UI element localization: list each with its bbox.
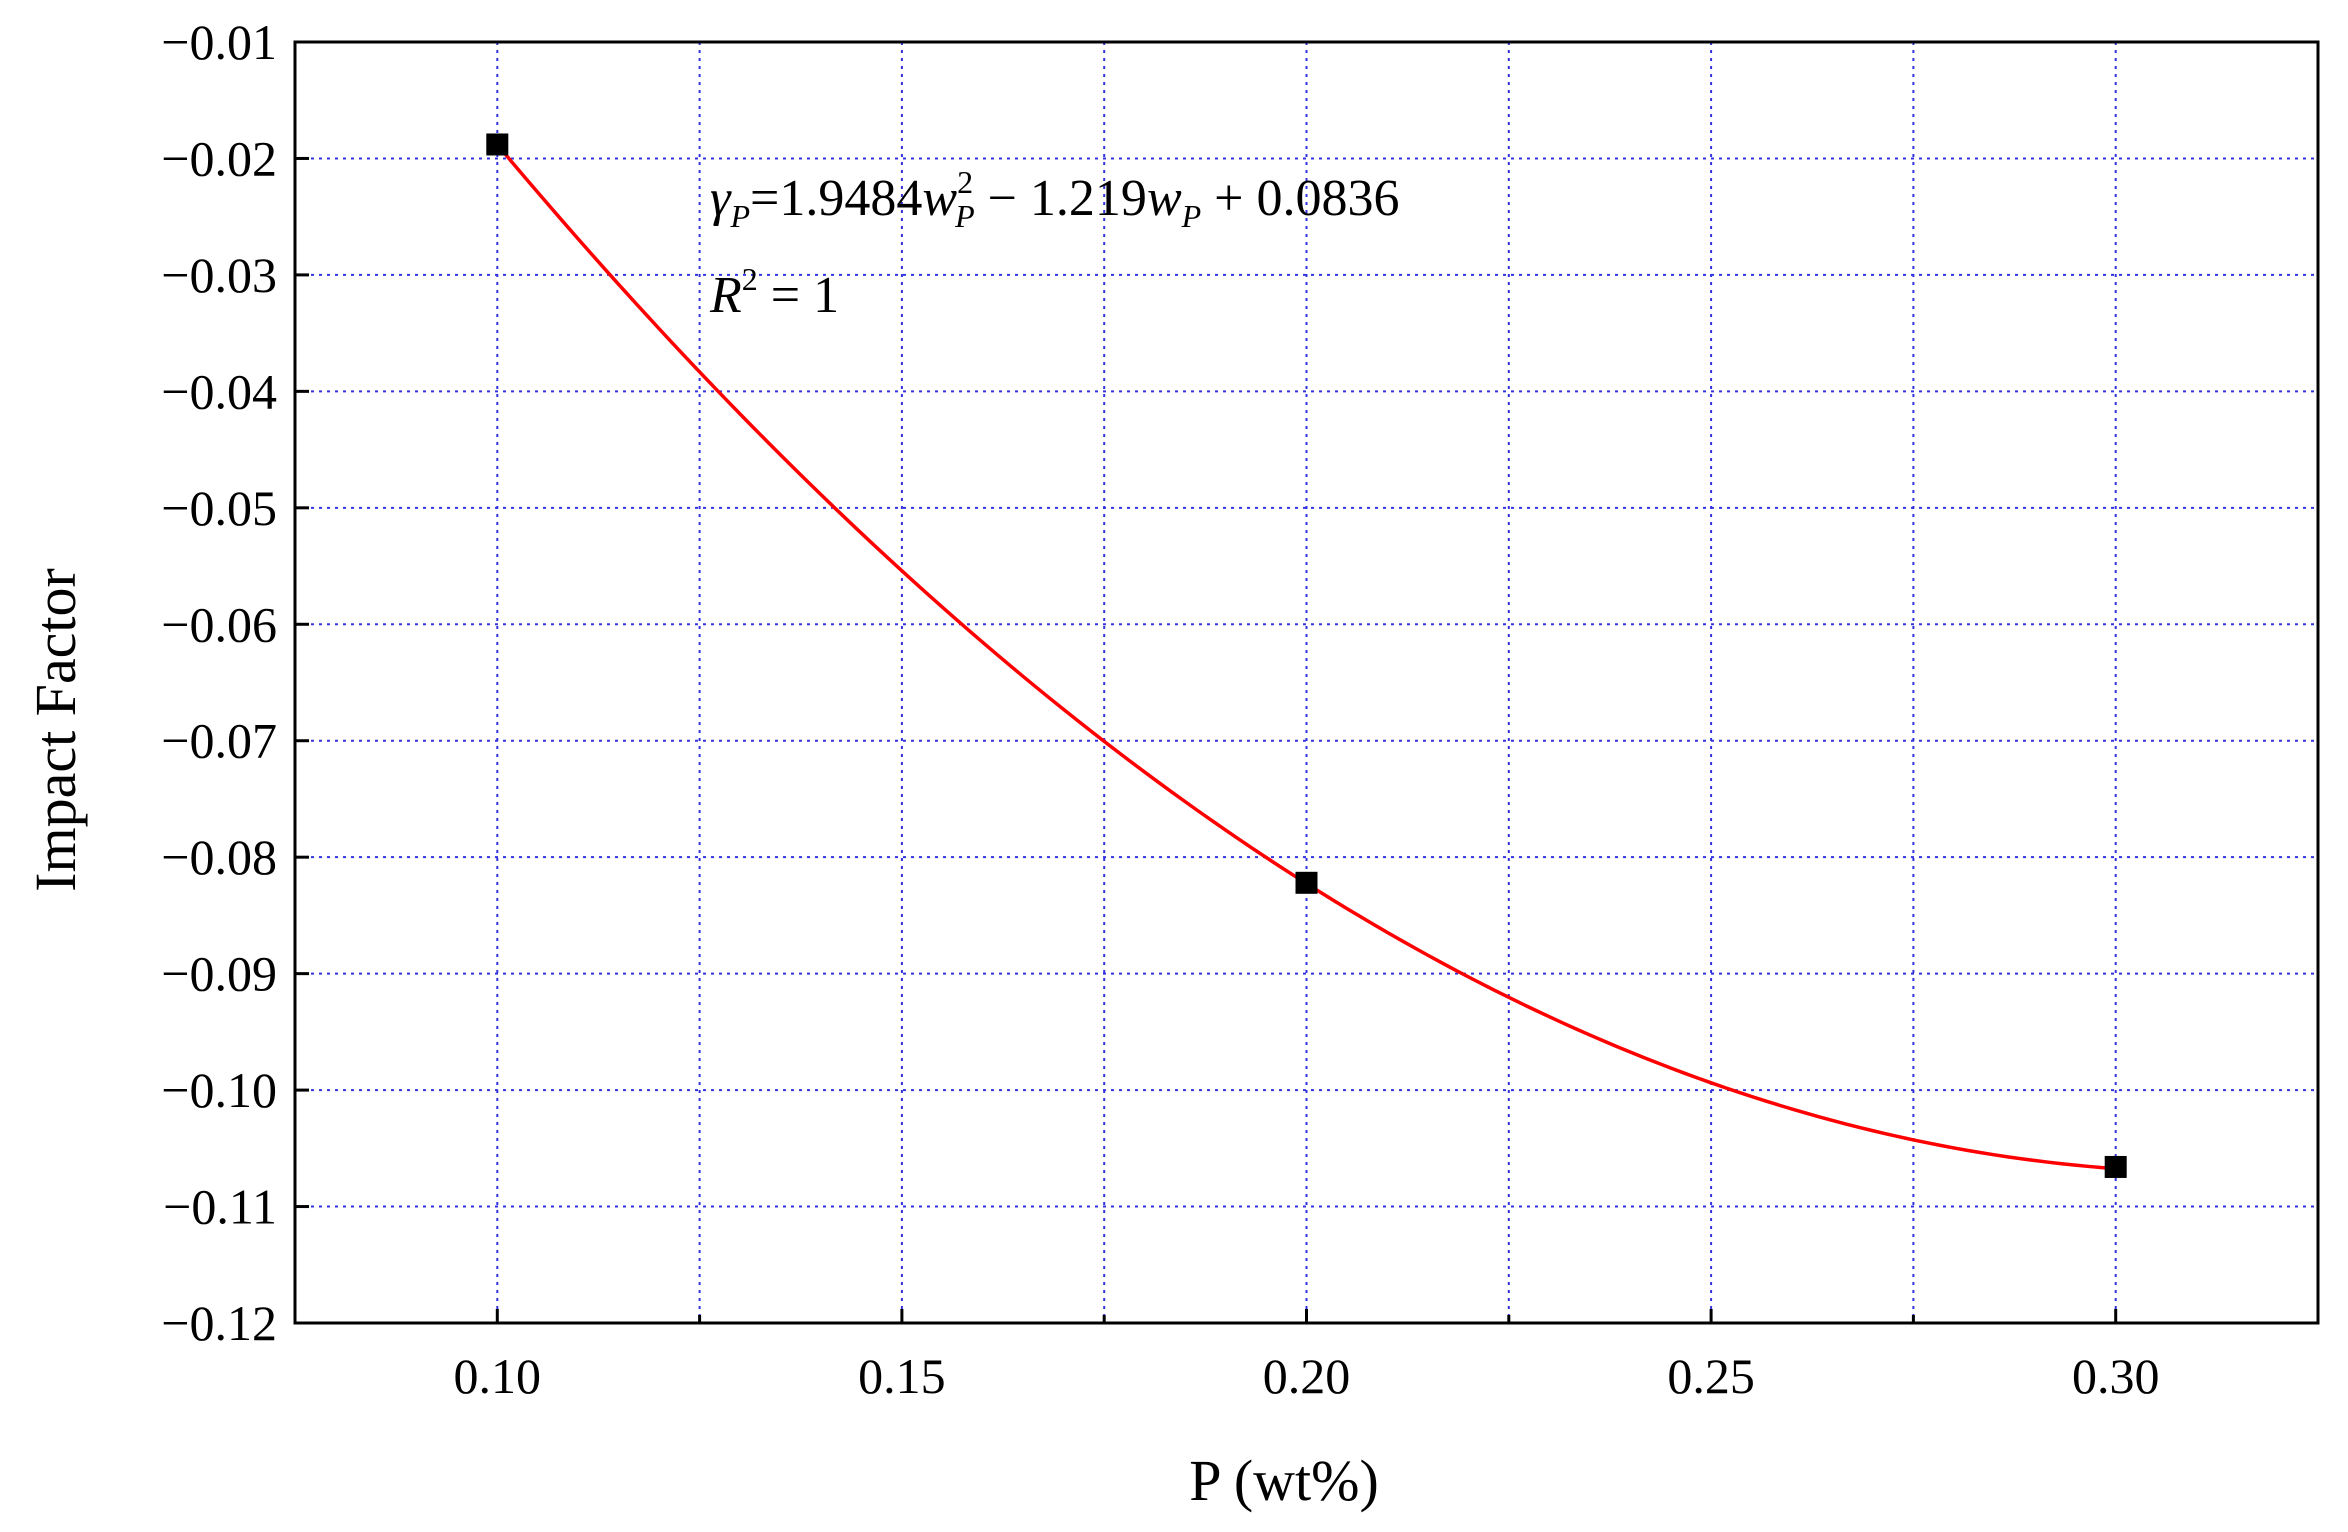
r-squared-annotation: R2 = 1 xyxy=(709,261,839,324)
y-tick-label: −0.06 xyxy=(161,596,277,652)
grid xyxy=(295,42,2318,1323)
x-tick-label: 0.30 xyxy=(2072,1348,2160,1404)
x-tick-label: 0.10 xyxy=(454,1348,542,1404)
data-points xyxy=(486,133,2127,1178)
equation-quadratic-coefficient: =1.9484 xyxy=(750,170,922,227)
equation-w-linear: w xyxy=(1147,170,1182,227)
r-squared-r: R xyxy=(709,267,742,324)
data-point-marker xyxy=(2104,1155,2127,1178)
y-tick-label: −0.11 xyxy=(163,1179,277,1235)
x-axis-title: P (wt%) xyxy=(1189,1448,1379,1513)
y-tick-label: −0.07 xyxy=(161,713,277,769)
r-squared-value: = 1 xyxy=(758,267,839,324)
equation-w-linear-subscript: P xyxy=(1181,198,1202,234)
equation-exponent: 2 xyxy=(957,164,973,200)
y-tick-label: −0.12 xyxy=(161,1295,277,1351)
y-tick-label: −0.01 xyxy=(161,14,277,70)
y-tick-label: −0.09 xyxy=(161,946,277,1002)
y-tick-label: −0.08 xyxy=(161,829,277,885)
equation-w-squared-subscript: P xyxy=(954,198,975,234)
equation-gamma-subscript: P xyxy=(730,198,751,234)
y-tick-label: −0.05 xyxy=(161,480,277,536)
equation-linear-coefficient: − 1.219 xyxy=(975,170,1147,227)
y-tick-label: −0.04 xyxy=(161,363,277,419)
fit-equation: γP=1.9484w2 P − 1.219wP + 0.0836 xyxy=(710,164,1400,234)
r-squared-exponent: 2 xyxy=(742,261,758,297)
x-tick-label: 0.25 xyxy=(1667,1348,1755,1404)
data-point-marker xyxy=(1295,871,1318,894)
equation-w-squared: w xyxy=(922,170,957,227)
x-tick-label: 0.15 xyxy=(858,1348,946,1404)
y-tick-label: −0.03 xyxy=(161,247,277,303)
x-tick-label: 0.20 xyxy=(1263,1348,1351,1404)
y-tick-label: −0.02 xyxy=(161,130,277,186)
equation-constant: + 0.0836 xyxy=(1201,170,1399,227)
y-tick-label: −0.10 xyxy=(161,1062,277,1118)
data-point-marker xyxy=(486,133,509,156)
axis-ticks: 0.10 0.15 0.20 0.25 0.30 −0.01 −0.02 −0.03 −0.04… xyxy=(161,14,2159,1404)
y-axis-title: Impact Factor xyxy=(23,568,88,892)
equation-gamma: γ xyxy=(710,170,732,227)
